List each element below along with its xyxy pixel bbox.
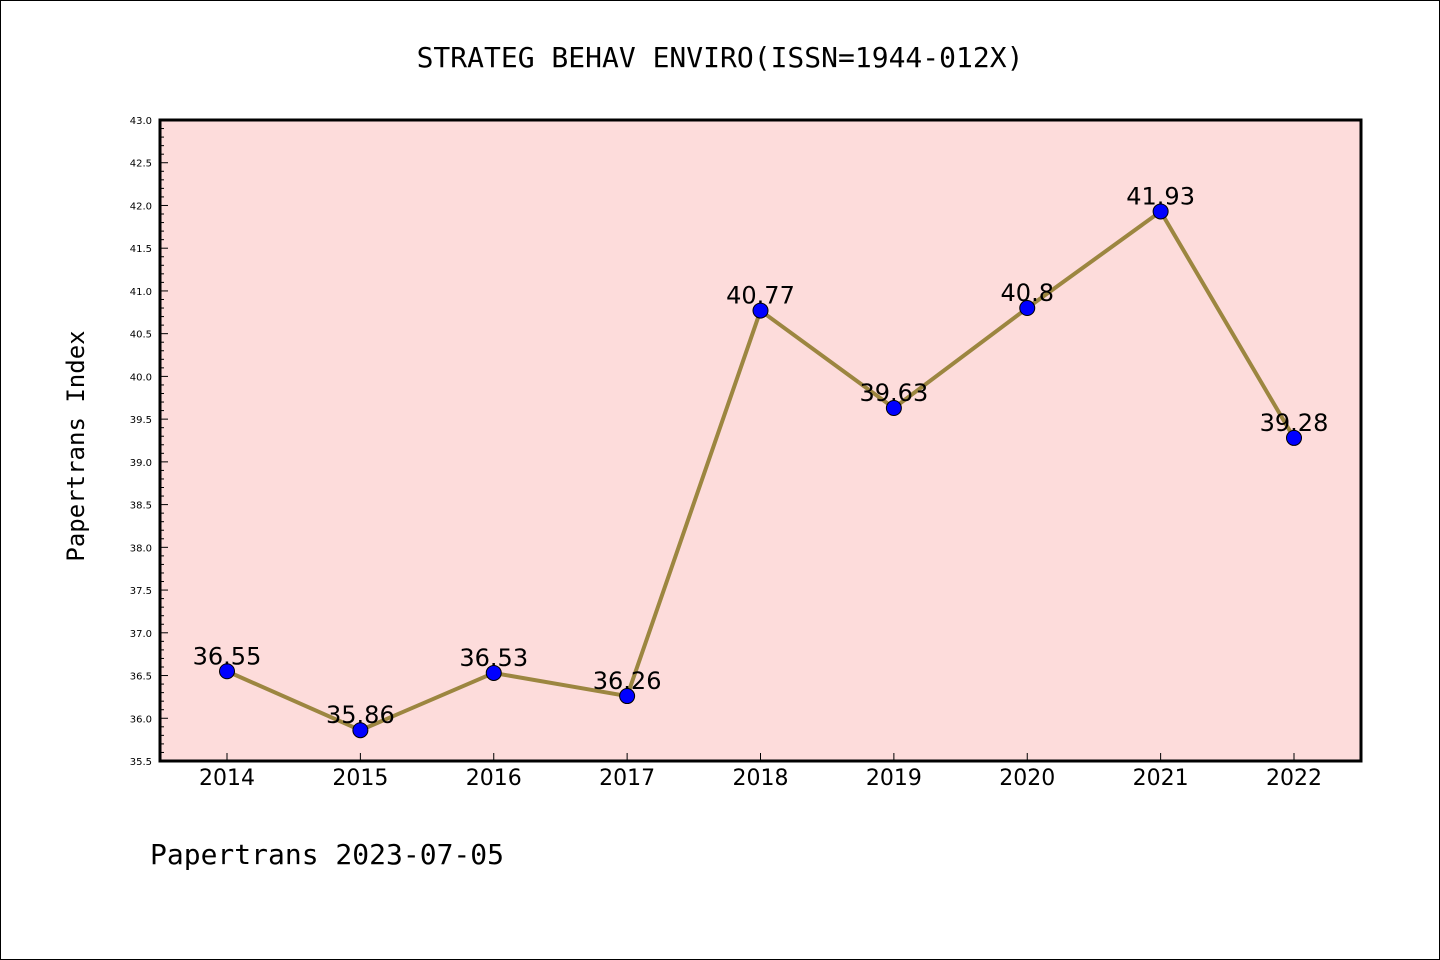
x-tick-label: 2022 [1266,766,1322,791]
y-tick-label: 43.0 [130,116,152,127]
x-tick-label: 2016 [466,766,522,791]
y-tick-label: 36.0 [130,714,152,725]
data-point [1286,429,1302,446]
x-tick-label: 2020 [999,766,1055,791]
x-tick-label: 2014 [199,766,255,791]
data-label: 36.26 [593,667,662,695]
data-label: 39.63 [860,379,929,407]
data-label: 40.77 [726,282,795,310]
footer-stamp: Papertrans 2023-07-05 [150,838,504,871]
y-tick-label: 36.5 [130,672,152,683]
data-point [1152,203,1169,220]
x-tick-label: 2015 [332,766,388,791]
y-tick-label: 41.0 [130,287,152,298]
x-tick-label: 2017 [599,766,655,791]
data-label: 40.8 [1001,279,1054,307]
y-axis-label: Papertrans Index [62,330,90,561]
chart-title: STRATEG BEHAV ENVIRO(ISSN=1944-012X) [417,41,1024,74]
y-tick-label: 39.0 [130,458,152,469]
y-tick-label: 38.0 [130,543,152,554]
y-tick-label: 35.5 [130,757,152,768]
data-point [352,722,369,739]
y-tick-label: 42.0 [130,201,152,212]
data-point [885,400,902,417]
y-tick-label: 40.5 [130,330,152,341]
data-point [752,302,769,319]
x-tick-label: 2019 [866,766,922,791]
y-tick-label: 38.5 [130,501,152,512]
data-point [619,688,636,705]
data-point [1019,300,1036,317]
plot-area [158,118,1363,763]
data-point [485,664,502,681]
y-tick-label: 40.0 [130,372,152,383]
y-tick-label: 39.5 [130,415,152,426]
y-tick-label: 37.0 [130,629,152,640]
data-point [219,663,235,680]
y-tick-label: 42.5 [130,159,152,170]
data-label: 36.55 [193,642,262,670]
y-tick-label: 37.5 [130,586,152,597]
data-label: 35.86 [326,701,395,729]
y-tick-label: 41.5 [130,244,152,255]
x-tick-label: 2018 [733,766,789,791]
data-label: 41.93 [1126,182,1195,210]
data-label: 39.28 [1260,409,1329,437]
data-label: 36.53 [459,644,528,672]
x-tick-label: 2021 [1133,766,1189,791]
